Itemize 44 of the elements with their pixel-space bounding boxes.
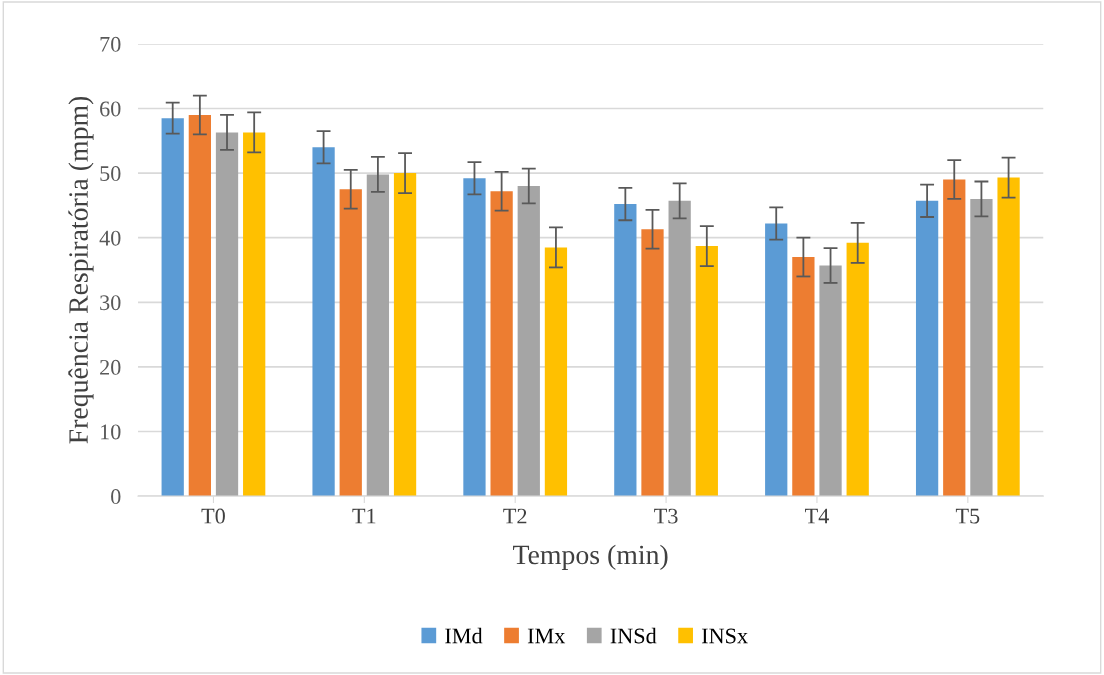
x-tick-label: T2	[503, 508, 527, 524]
bar	[188, 114, 211, 497]
x-tick-label: T1	[352, 508, 376, 524]
bar	[819, 265, 842, 497]
y-tick-label: 40	[99, 230, 121, 246]
x-tick-label: T5	[955, 508, 980, 524]
bar	[792, 257, 815, 497]
legend-label: IMx	[527, 628, 566, 644]
bar	[695, 246, 718, 497]
bar	[846, 242, 869, 497]
bar	[366, 174, 390, 497]
y-tick-label: 50	[100, 166, 121, 182]
bar	[943, 179, 966, 497]
bar	[215, 132, 239, 497]
bar	[393, 173, 417, 497]
bar	[517, 186, 540, 497]
bar	[161, 118, 184, 497]
x-axis-title: Tempos (min)	[513, 544, 668, 570]
bar	[997, 177, 1020, 497]
y-tick-label: 20	[100, 359, 121, 375]
x-tick-label: T3	[654, 508, 678, 524]
bar	[614, 204, 637, 497]
bar	[463, 178, 486, 497]
y-axis-title: Frequência Respiratória (mpm)	[68, 96, 94, 444]
legend-label: IMd	[445, 627, 483, 644]
y-tick-label: 10	[101, 424, 121, 440]
y-tick-label: 30	[100, 295, 121, 311]
y-tick-label: 70	[100, 36, 121, 52]
bar	[243, 132, 266, 497]
bar	[544, 247, 568, 497]
y-tick-label: 60	[100, 101, 121, 117]
bar	[915, 200, 939, 497]
bar	[312, 147, 335, 497]
bar	[970, 198, 993, 497]
bar	[668, 200, 691, 497]
y-tick-label: 0	[111, 489, 121, 505]
x-tick-label: T0	[201, 508, 225, 524]
bar	[339, 189, 362, 497]
legend-label: INSd	[610, 627, 657, 644]
bar	[490, 191, 513, 497]
x-tick-label: T4	[805, 508, 829, 524]
bar	[641, 229, 664, 497]
legend-label: INSx	[701, 628, 748, 644]
bar	[765, 223, 788, 497]
